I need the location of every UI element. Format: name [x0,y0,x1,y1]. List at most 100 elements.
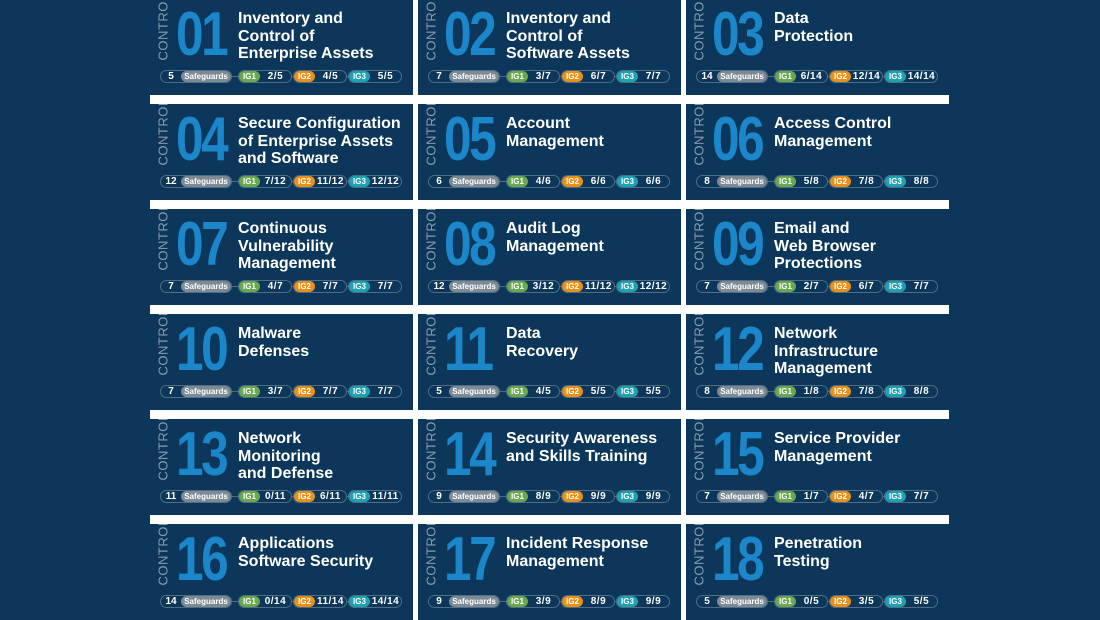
ig3-value: 7/7 [645,71,662,82]
control-card: CONTROL 10 Malware Defenses 7 Safeguards … [150,308,413,410]
control-label: CONTROL [691,98,707,166]
control-number: 07 [176,210,229,279]
ig1-tag: IG1 [775,71,796,82]
control-card: CONTROL 15 Service Provider Management 7… [686,413,949,515]
control-card: CONTROL 08 Audit Log Management 12 Safegu… [418,203,681,305]
control-title: Data Protection [774,10,854,45]
ig3-value: 5/5 [377,71,394,82]
safeguards-badge: 14 Safeguards [160,595,232,608]
ig2-tag: IG2 [830,281,851,292]
control-number: 11 [444,315,494,384]
control-label: CONTROL [155,98,171,166]
safeguards-count: 7 [168,281,174,292]
ig2-badge: IG2 7/7 [293,385,347,398]
ig1-tag: IG1 [775,176,796,187]
ig2-tag: IG2 [562,176,583,187]
ig3-value: 11/11 [372,491,399,502]
badge-row: 12 Safeguards IG1 7/12 IG2 11/12 IG3 12/12 [160,175,405,188]
control-label: CONTROL [423,0,439,61]
safeguards-badge: 7 Safeguards [696,490,768,503]
ig1-value: 1/7 [803,491,820,502]
ig1-tag: IG1 [507,596,528,607]
ig2-value: 6/7 [590,71,607,82]
control-label: CONTROL [423,203,439,271]
control-label: CONTROL [155,413,171,481]
badge-row: 7 Safeguards IG1 4/7 IG2 7/7 IG3 7/7 [160,280,405,293]
ig2-tag: IG2 [830,491,851,502]
ig3-tag: IG3 [885,71,906,82]
ig1-badge: IG1 1/7 [774,490,828,503]
ig2-tag: IG2 [830,71,851,82]
control-title: Email and Web Browser Protections [774,220,876,272]
control-title: Data Recovery [506,325,579,360]
ig3-value: 12/12 [639,281,668,292]
ig1-value: 7/12 [264,176,287,187]
ig1-tag: IG1 [239,386,260,397]
ig2-value: 11/12 [316,176,344,187]
safeguards-count: 5 [436,386,442,397]
ig1-badge: IG1 1/8 [774,385,828,398]
ig1-tag: IG1 [239,596,260,607]
ig1-badge: IG1 4/5 [506,385,560,398]
ig3-tag: IG3 [617,491,638,502]
ig3-tag: IG3 [349,71,370,82]
ig1-tag: IG1 [775,281,796,292]
ig2-tag: IG2 [294,281,315,292]
control-number: 10 [176,315,229,384]
safeguards-label: Safeguards [717,176,767,187]
safeguards-badge: 5 Safeguards [160,70,232,83]
ig1-tag: IG1 [507,176,528,187]
ig1-badge: IG1 3/7 [506,70,560,83]
safeguards-count: 11 [165,491,177,502]
ig3-tag: IG3 [617,596,638,607]
ig3-tag: IG3 [349,281,370,292]
ig1-badge: IG1 6/14 [774,70,828,83]
ig2-badge: IG2 6/7 [829,280,883,293]
ig1-value: 6/14 [800,71,823,82]
ig1-tag: IG1 [775,386,796,397]
ig3-value: 7/7 [913,491,930,502]
ig1-value: 1/8 [803,386,820,397]
control-number: 02 [444,0,497,69]
control-card: CONTROL 04 Secure Configuration of Enter… [150,98,413,200]
ig2-badge: IG2 7/8 [829,175,883,188]
ig2-value: 4/7 [858,491,875,502]
control-label: CONTROL [155,308,171,376]
ig1-value: 0/5 [803,596,820,607]
control-label: CONTROL [155,203,171,271]
ig3-value: 7/7 [913,281,930,292]
ig1-tag: IG1 [239,491,260,502]
ig2-badge: IG2 11/14 [293,595,347,608]
control-number: 18 [712,525,765,594]
ig3-value: 5/5 [913,596,930,607]
ig2-value: 12/14 [852,71,881,82]
ig1-value: 4/6 [535,176,552,187]
safeguards-badge: 14 Safeguards [696,70,768,83]
badge-row: 9 Safeguards IG1 8/9 IG2 9/9 IG3 9/9 [428,490,673,503]
ig2-tag: IG2 [294,491,315,502]
badge-row: 12 Safeguards IG1 3/12 IG2 11/12 IG3 12/12 [428,280,673,293]
control-number: 17 [444,525,497,594]
ig1-badge: IG1 3/9 [506,595,560,608]
ig3-badge: IG3 8/8 [884,385,938,398]
ig3-badge: IG3 7/7 [616,70,670,83]
safeguards-count: 12 [433,281,445,292]
ig2-value: 7/7 [322,386,339,397]
control-card: CONTROL 11 Data Recovery 5 Safeguards IG1… [418,308,681,410]
ig3-value: 5/5 [645,386,662,397]
divider [150,95,949,104]
ig2-tag: IG2 [562,386,583,397]
safeguards-count: 8 [704,386,710,397]
control-number: 03 [712,0,765,69]
ig3-tag: IG3 [349,596,370,607]
ig3-badge: IG3 6/6 [616,175,670,188]
safeguards-count: 7 [704,491,710,502]
control-card: CONTROL 07 Continuous Vulnerability Mana… [150,203,413,305]
badge-row: 8 Safeguards IG1 5/8 IG2 7/8 IG3 8/8 [696,175,941,188]
safeguards-label: Safeguards [449,386,499,397]
ig2-badge: IG2 6/6 [561,175,615,188]
control-number: 15 [712,420,765,489]
ig1-value: 2/7 [803,281,820,292]
control-card: CONTROL 14 Security Awareness and Skills… [418,413,681,515]
divider [150,515,949,524]
